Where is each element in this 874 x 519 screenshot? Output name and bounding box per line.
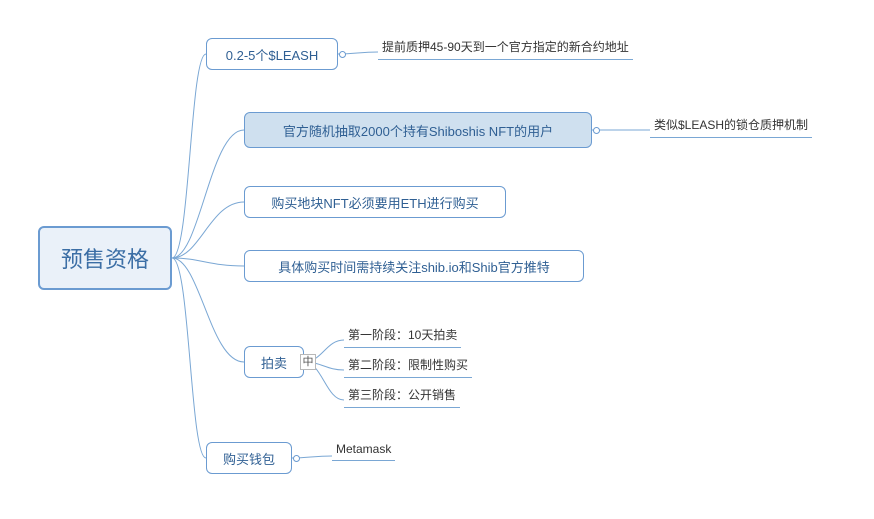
branch-wallet[interactable]: 购买钱包	[206, 442, 292, 474]
branch-label: 具体购买时间需持续关注shib.io和Shib官方推特	[278, 257, 550, 276]
connector-dot	[293, 455, 300, 462]
branch-label: 购买地块NFT必须要用ETH进行购买	[271, 193, 478, 212]
leaf-leash-note: 提前质押45-90天到一个官方指定的新合约地址	[378, 36, 633, 60]
root-node[interactable]: 预售资格	[38, 226, 172, 290]
branch-label: 0.2-5个$LEASH	[226, 45, 319, 64]
leaf-auction-phase1: 第一阶段：10天拍卖	[344, 324, 461, 348]
leaf-auction-phase2: 第二阶段：限制性购买	[344, 354, 472, 378]
branch-shiboshis[interactable]: 官方随机抽取2000个持有Shiboshis NFT的用户	[244, 112, 592, 148]
connector-dot	[339, 51, 346, 58]
root-label: 预售资格	[61, 242, 149, 274]
branch-label: 拍卖	[261, 353, 287, 372]
leaf-auction-phase3: 第三阶段：公开销售	[344, 384, 460, 408]
connector-dot	[593, 127, 600, 134]
branch-leash[interactable]: 0.2-5个$LEASH	[206, 38, 338, 70]
branch-followup[interactable]: 具体购买时间需持续关注shib.io和Shib官方推特	[244, 250, 584, 282]
leaf-shiboshis-note: 类似$LEASH的锁仓质押机制	[650, 114, 812, 138]
auction-badge: 中	[300, 354, 316, 370]
branch-label: 官方随机抽取2000个持有Shiboshis NFT的用户	[283, 121, 553, 140]
branch-auction[interactable]: 拍卖	[244, 346, 304, 378]
leaf-wallet-metamask: Metamask	[332, 440, 395, 461]
branch-eth[interactable]: 购买地块NFT必须要用ETH进行购买	[244, 186, 506, 218]
branch-label: 购买钱包	[223, 449, 275, 468]
